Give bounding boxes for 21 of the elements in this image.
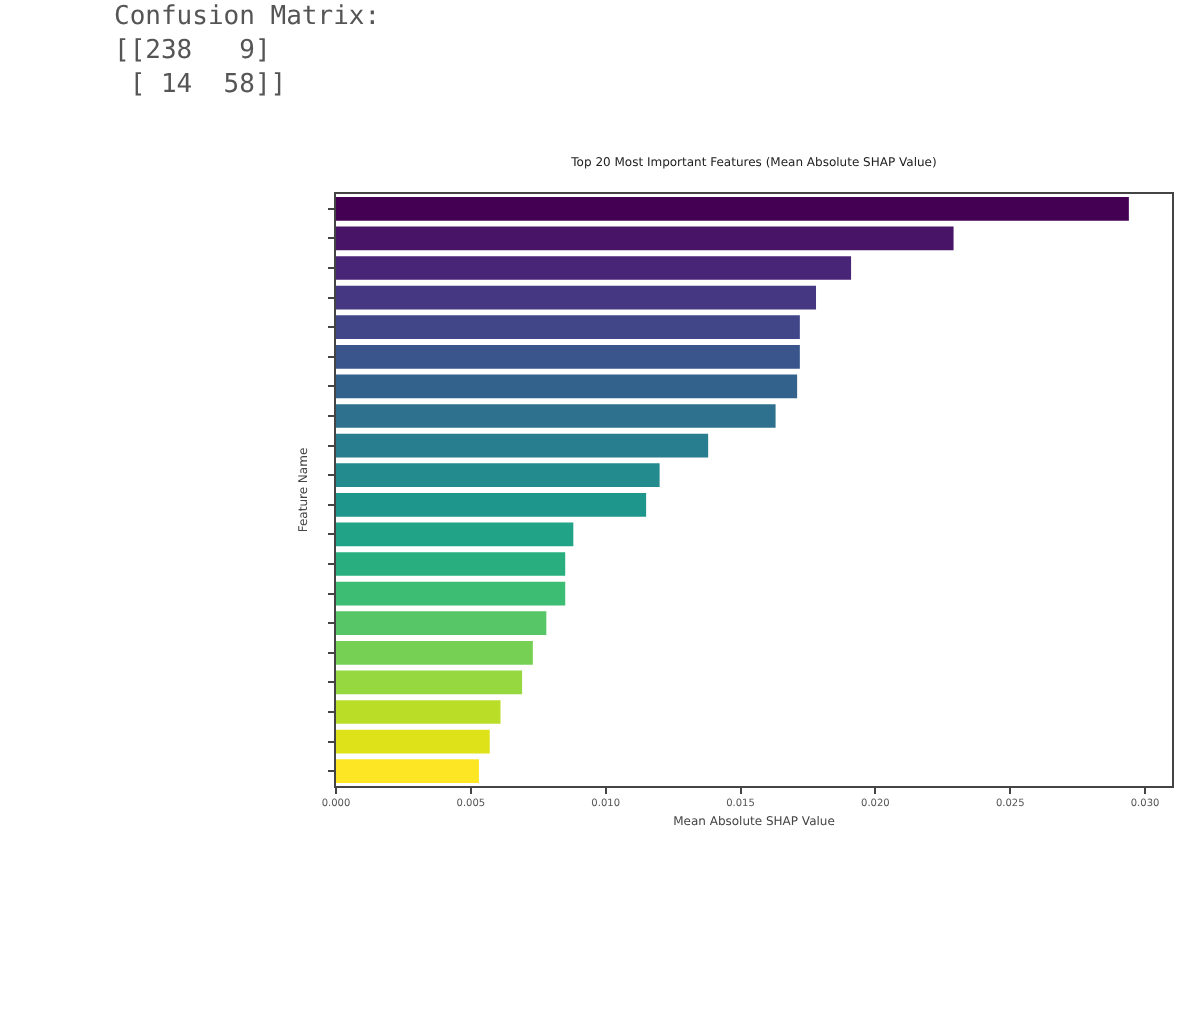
bar [336, 492, 647, 517]
bar [336, 344, 800, 369]
bar [336, 611, 547, 636]
bar [336, 700, 501, 724]
bar [336, 729, 490, 754]
bar [336, 463, 660, 488]
bar [336, 404, 776, 428]
bar [336, 552, 566, 576]
bar [336, 285, 817, 310]
bar [336, 433, 709, 458]
bar [336, 640, 533, 665]
bar [336, 581, 566, 606]
bar [336, 256, 852, 280]
bar [336, 759, 479, 784]
bar [336, 522, 574, 547]
bar [336, 315, 800, 340]
text: Confusion Matrix: [[238 9] [ 14 58]] [114, 2, 381, 100]
bar [336, 226, 954, 251]
bar [336, 196, 1129, 221]
bar [336, 374, 798, 399]
bar [336, 670, 523, 695]
